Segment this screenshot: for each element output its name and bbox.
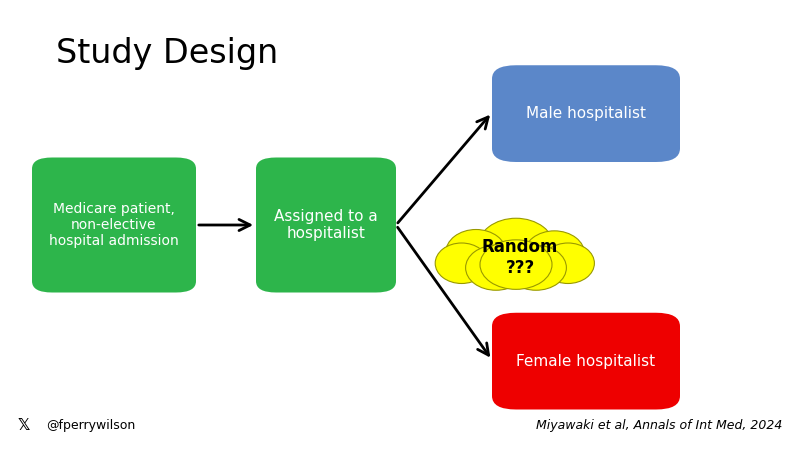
Ellipse shape bbox=[542, 243, 594, 284]
Text: Medicare patient,
non-elective
hospital admission: Medicare patient, non-elective hospital … bbox=[49, 202, 179, 248]
Ellipse shape bbox=[506, 245, 566, 290]
FancyBboxPatch shape bbox=[492, 65, 680, 162]
Text: Random: Random bbox=[482, 238, 558, 256]
FancyBboxPatch shape bbox=[32, 158, 196, 292]
Text: Male hospitalist: Male hospitalist bbox=[526, 106, 646, 121]
FancyBboxPatch shape bbox=[256, 158, 396, 292]
Ellipse shape bbox=[466, 245, 526, 290]
Ellipse shape bbox=[435, 243, 488, 284]
FancyBboxPatch shape bbox=[492, 313, 680, 410]
Text: Miyawaki et al, Annals of Int Med, 2024: Miyawaki et al, Annals of Int Med, 2024 bbox=[536, 419, 782, 432]
Ellipse shape bbox=[478, 218, 554, 277]
Text: Assigned to a
hospitalist: Assigned to a hospitalist bbox=[274, 209, 378, 241]
Ellipse shape bbox=[524, 231, 585, 278]
Text: Female hospitalist: Female hospitalist bbox=[517, 354, 655, 369]
Text: Study Design: Study Design bbox=[56, 37, 278, 71]
Text: @fperrywilson: @fperrywilson bbox=[46, 419, 136, 432]
Ellipse shape bbox=[446, 230, 506, 276]
Ellipse shape bbox=[480, 240, 552, 289]
Text: 𝕏: 𝕏 bbox=[18, 418, 30, 433]
Text: ???: ??? bbox=[506, 259, 534, 277]
